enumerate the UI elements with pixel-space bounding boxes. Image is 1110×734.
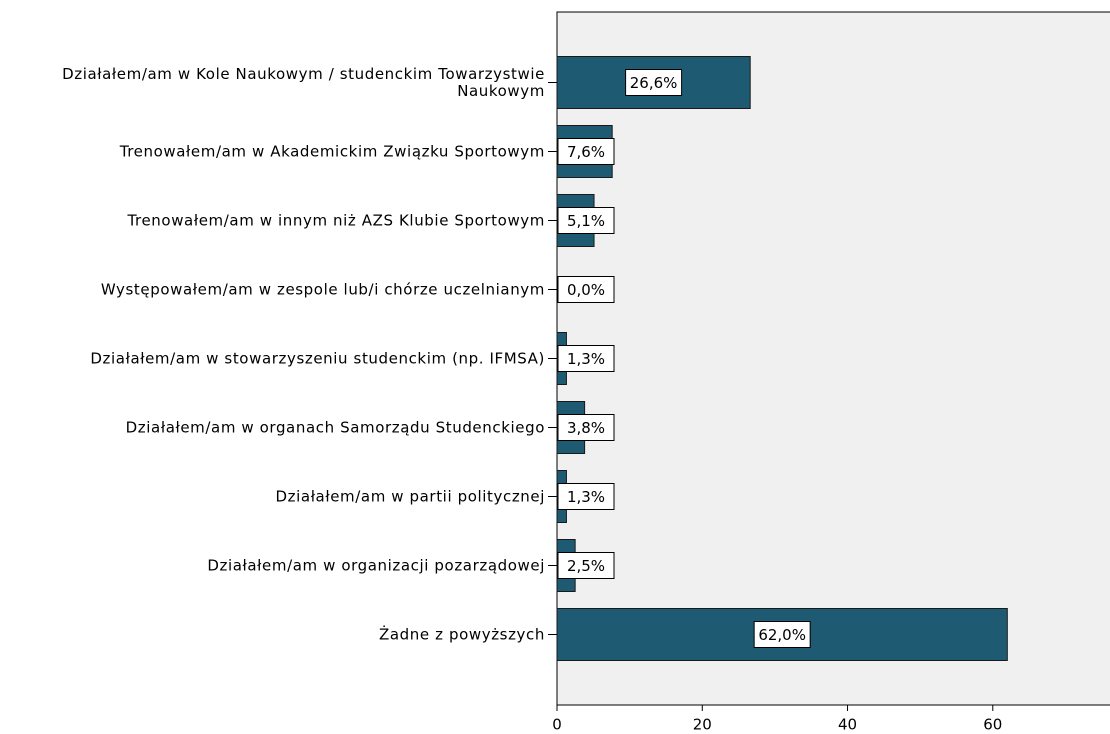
value-label-box [557,483,615,510]
value-label-box [625,69,683,96]
x-tick-label: 0 [552,716,562,734]
value-label: 26,6% [630,74,678,92]
value-label: 0,0% [567,281,605,299]
value-label: 1,3% [567,488,605,506]
value-label-box [557,414,615,441]
value-label-box [557,552,615,579]
value-label: 62,0% [758,626,806,644]
value-label: 3,8% [567,419,605,437]
plot-area [556,11,1110,706]
y-tick-label: Działałem/am w partii politycznej [275,487,545,505]
y-tick-label: Występowałem/am w zespole lub/i chórze u… [100,280,545,298]
y-tick-label: Żadne z powyższych [379,625,545,643]
y-tick-label: Trenowałem/am w Akademickim Związku Spor… [119,142,545,160]
value-label: 1,3% [567,350,605,368]
value-label-box [557,345,615,372]
y-tick-label: Działałem/am w stowarzyszeniu studenckim… [90,349,545,367]
value-label-box [557,138,615,165]
value-label-box [753,621,811,648]
x-tick-label: 60 [983,716,1002,734]
value-label: 5,1% [567,212,605,230]
x-tick-label: 20 [693,716,712,734]
x-tick-label: 40 [838,716,857,734]
value-label: 2,5% [567,557,605,575]
y-tick-label: Działałem/am w organizacji pozarządowej [207,556,545,574]
value-label-box [557,276,615,303]
value-label-box [557,207,615,234]
y-tick-label: Działałem/am w organach Samorządu Studen… [125,418,545,436]
value-label: 7,6% [567,143,605,161]
y-tick-label: Działałem/am w Kole Naukowym / studencki… [62,64,545,100]
y-tick-label: Trenowałem/am w innym niż AZS Klubie Spo… [127,211,545,229]
